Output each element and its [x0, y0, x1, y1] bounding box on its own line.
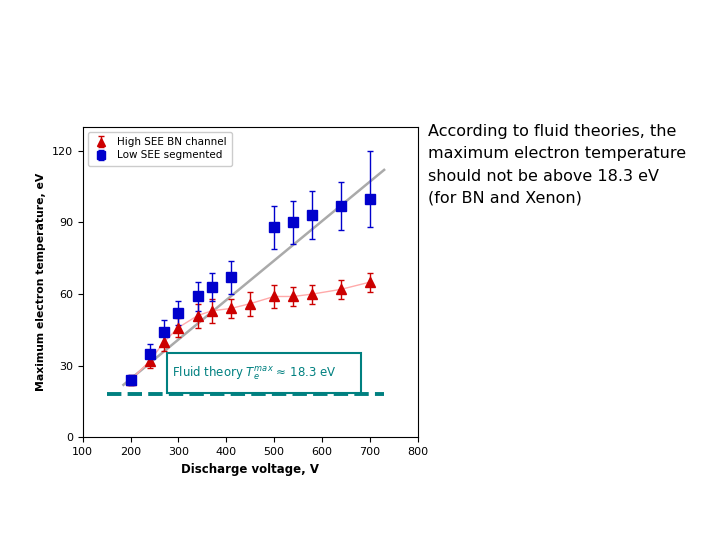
Text: SEE effect on plasma electrons: comparing: SEE effect on plasma electrons: comparin…	[18, 31, 590, 55]
Text: According to fluid theories, the
maximum electron temperature
should not be abov: According to fluid theories, the maximum…	[428, 124, 687, 206]
Text: Fluid theory $T_e^{max}$ ≈ 18.3 eV: Fluid theory $T_e^{max}$ ≈ 18.3 eV	[172, 364, 336, 382]
Legend: High SEE BN channel, Low SEE segmented: High SEE BN channel, Low SEE segmented	[88, 132, 232, 166]
Text: experiment with predictions: experiment with predictions	[18, 77, 396, 102]
Y-axis label: Maximum electron temperature, eV: Maximum electron temperature, eV	[37, 173, 46, 392]
X-axis label: Discharge voltage, V: Discharge voltage, V	[181, 463, 319, 476]
Text: Large quantitative disagreement with fluid theory!: Large quantitative disagreement with flu…	[112, 487, 629, 504]
FancyBboxPatch shape	[167, 353, 361, 393]
